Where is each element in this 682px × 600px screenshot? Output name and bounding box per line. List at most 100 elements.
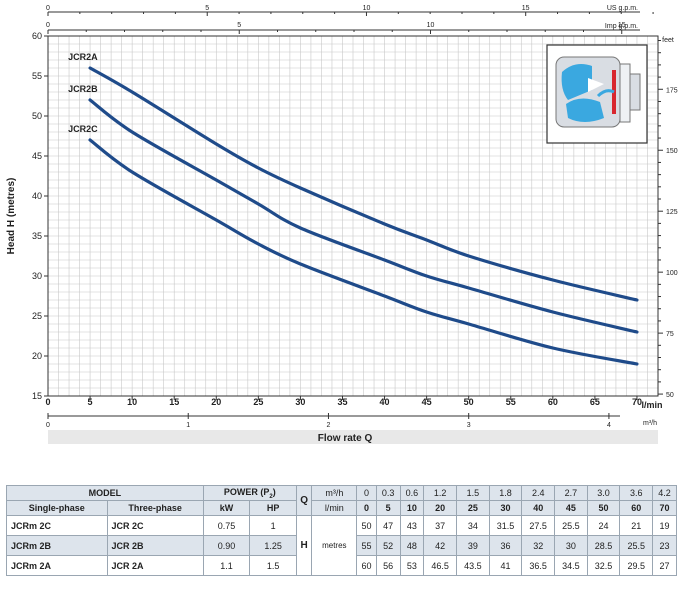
head-cell: 27.5 (521, 515, 556, 536)
m3h-tick-label: 2 (327, 422, 331, 429)
series-label: JCR2B (68, 84, 98, 94)
m3h-tick-label: 1 (186, 422, 190, 429)
imp-gpm-axis: 0 5 10 15 (46, 22, 626, 34)
feet-tick-label: 75 (666, 331, 674, 338)
q-m3h-cell: 2.4 (521, 485, 556, 501)
curve-jcr2a (88, 66, 639, 302)
x-tick-label: 45 (422, 397, 432, 407)
model-three-cell: JCR 2C (106, 515, 204, 536)
us-tick-label: 0 (46, 5, 50, 12)
y-tick-label: 45 (32, 151, 42, 161)
x-tick-label: 65 (590, 397, 600, 407)
head-cell: 32.5 (586, 555, 621, 576)
imp-tick-label: 15 (618, 22, 626, 29)
q-lmin-cell: 45 (554, 500, 588, 516)
us-tick-label: 5 (205, 5, 209, 12)
feet-tick-label: 50 (666, 392, 674, 399)
q-lmin-cell: 25 (456, 500, 490, 516)
head-cell: 21 (619, 515, 654, 536)
hp-cell: 1 (249, 515, 297, 536)
x-tick-label: 30 (295, 397, 305, 407)
head-cell: 36 (488, 535, 523, 556)
imp-gpm-unit: Imp g.p.m. (605, 23, 638, 30)
head-cell: 48 (399, 535, 425, 556)
feet-tick-label: 175 (666, 87, 678, 94)
q-m3h-cell: 1.2 (423, 485, 458, 501)
y-axis: 15 20 25 30 35 40 45 50 55 60 (32, 31, 48, 401)
model-single-cell: JCRm 2B (6, 535, 108, 556)
y-tick-label: 35 (32, 231, 42, 241)
x-tick-label: 60 (548, 397, 558, 407)
x-axis-lmin: 5 10 15 20 25 30 35 40 45 50 55 60 65 70 (88, 396, 642, 407)
h-label: H (295, 515, 313, 576)
q-lmin-cell: 60 (619, 500, 654, 516)
y-axis-title: Head H (metres) (6, 178, 17, 255)
us-gpm-axis: 0 5 10 15 (46, 5, 654, 16)
kw-cell: 0.90 (202, 535, 251, 556)
us-tick-label: 10 (363, 5, 371, 12)
head-cell: 24 (586, 515, 621, 536)
y-tick-label: 40 (32, 191, 42, 201)
q-lmin-cell: 20 (423, 500, 458, 516)
x-tick-label: 55 (506, 397, 516, 407)
x-tick-zero: 0 (45, 397, 50, 407)
flow-rate-bar (48, 430, 658, 444)
head-cell: 34 (456, 515, 490, 536)
y-tick-label: 55 (32, 71, 42, 81)
head-cell: 27 (652, 555, 677, 576)
three-phase-header: Three-phase (106, 500, 204, 516)
q-lmin-cell: 0 (356, 500, 377, 516)
head-cell: 50 (356, 515, 377, 536)
hp-header: HP (249, 500, 297, 516)
head-cell: 47 (375, 515, 401, 536)
q-m3h-cell: 3.6 (619, 485, 654, 501)
m3h-tick-label: 4 (607, 422, 611, 429)
feet-tick-label: 125 (666, 209, 678, 216)
head-cell: 46.5 (423, 555, 458, 576)
m3h-axis: 0 1 2 3 4 (46, 413, 611, 429)
hp-cell: 1.25 (249, 535, 297, 556)
feet-tick-label: 150 (666, 148, 678, 155)
y-tick-label: 15 (32, 391, 42, 401)
head-cell: 30 (554, 535, 588, 556)
q-lmin-cell: 30 (488, 500, 523, 516)
m3h-tick-label: 0 (46, 422, 50, 429)
x-tick-label: 70 (632, 397, 642, 407)
x-tick-label: 25 (253, 397, 263, 407)
head-cell: 31.5 (488, 515, 523, 536)
curve-jcr2c (88, 138, 639, 366)
q-m3h-cell: 0 (356, 485, 377, 501)
head-cell: 36.5 (521, 555, 556, 576)
head-cell: 60 (356, 555, 377, 576)
y-tick-label: 60 (32, 31, 42, 41)
q-lmin-cell: 40 (521, 500, 556, 516)
imp-tick-label: 10 (427, 22, 435, 29)
m3h-label: m³/h (311, 485, 358, 501)
us-tick-label: 15 (522, 5, 530, 12)
us-gpm-unit: US g.p.m. (607, 5, 638, 12)
q-m3h-cell: 3.0 (586, 485, 621, 501)
x-tick-label: 35 (337, 397, 347, 407)
m3h-tick-label: 3 (467, 422, 471, 429)
head-cell: 43 (399, 515, 425, 536)
feet-tick-label: 100 (666, 270, 678, 277)
head-cell: 55 (356, 535, 377, 556)
head-cell: 52 (375, 535, 401, 556)
imp-tick-label: 0 (46, 22, 50, 29)
model-header: MODEL (6, 485, 204, 501)
y-tick-label: 25 (32, 311, 42, 321)
q-lmin-cell: 50 (586, 500, 621, 516)
kw-cell: 1.1 (202, 555, 251, 576)
head-cell: 53 (399, 555, 425, 576)
curves: JCR2A JCR2B JCR2C (68, 52, 639, 366)
model-single-cell: JCRm 2C (6, 515, 108, 536)
feet-axis: 50 75 100 125 150 175 (658, 40, 678, 399)
head-cell: 28.5 (586, 535, 621, 556)
model-three-cell: JCR 2B (106, 535, 204, 556)
q-lmin-cell: 5 (375, 500, 401, 516)
q-lmin-cell: 10 (399, 500, 425, 516)
table-row: JCRm 2A JCR 2A 1.1 1.5 60 56 53 46.5 43.… (6, 555, 677, 576)
head-cell: 37 (423, 515, 458, 536)
q-label: Q (295, 485, 313, 516)
q-m3h-cell: 1.8 (488, 485, 523, 501)
